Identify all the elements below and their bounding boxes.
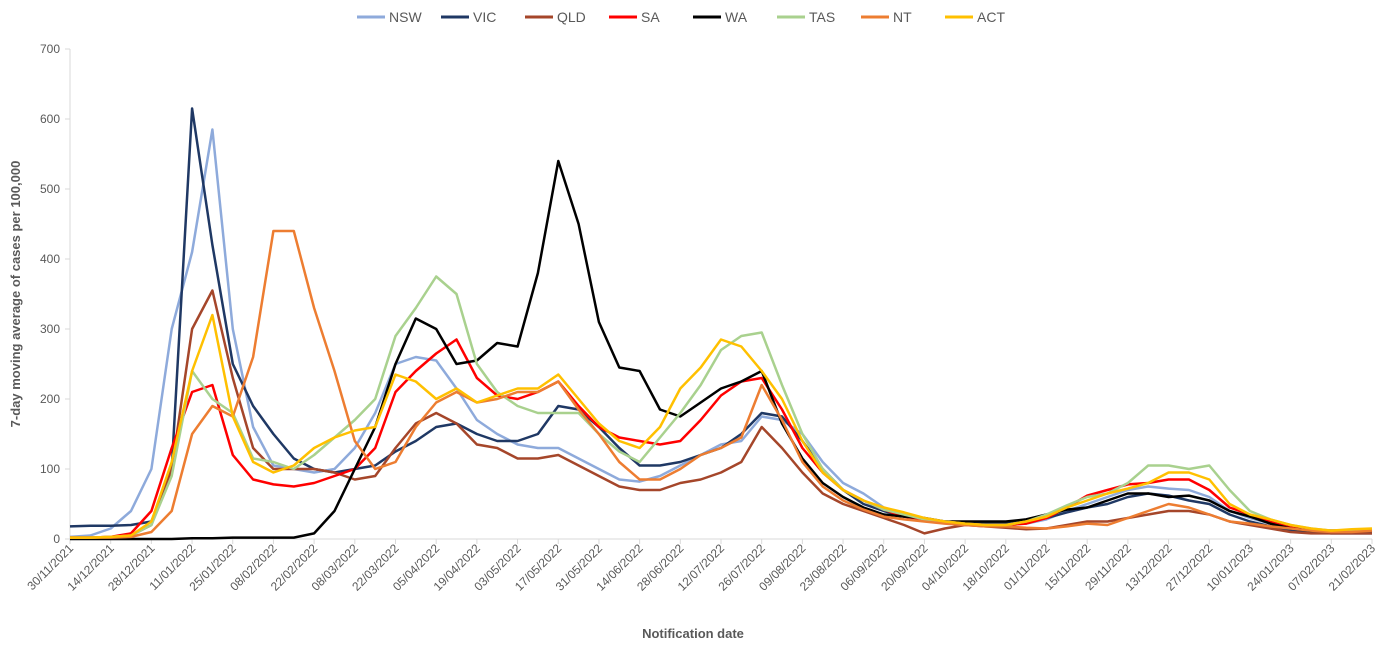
y-tick-label: 500 xyxy=(40,182,60,196)
series-line xyxy=(70,159,1372,541)
y-tick-label: 600 xyxy=(40,112,60,126)
legend-label: VIC xyxy=(473,9,496,25)
series-line xyxy=(70,313,1373,539)
legend-label: TAS xyxy=(809,9,835,25)
series-line xyxy=(70,338,1372,539)
y-tick-label: 700 xyxy=(40,42,60,56)
legend-label: WA xyxy=(725,9,748,25)
y-tick-label: 300 xyxy=(40,322,60,336)
series-line xyxy=(69,128,1372,539)
legend-label: NSW xyxy=(389,9,422,25)
series-line xyxy=(70,289,1372,539)
y-tick-label: 400 xyxy=(40,252,60,266)
y-axis-label: 7-day moving average of cases per 100,00… xyxy=(8,161,23,428)
legend-label: ACT xyxy=(977,9,1005,25)
legend-label: QLD xyxy=(557,9,586,25)
series-line xyxy=(70,229,1373,539)
x-axis-label: Notification date xyxy=(642,626,744,641)
y-tick-label: 0 xyxy=(53,532,60,546)
y-tick-label: 200 xyxy=(40,392,60,406)
legend-label: SA xyxy=(641,9,660,25)
legend-label: NT xyxy=(893,9,912,25)
y-tick-label: 100 xyxy=(40,462,60,476)
